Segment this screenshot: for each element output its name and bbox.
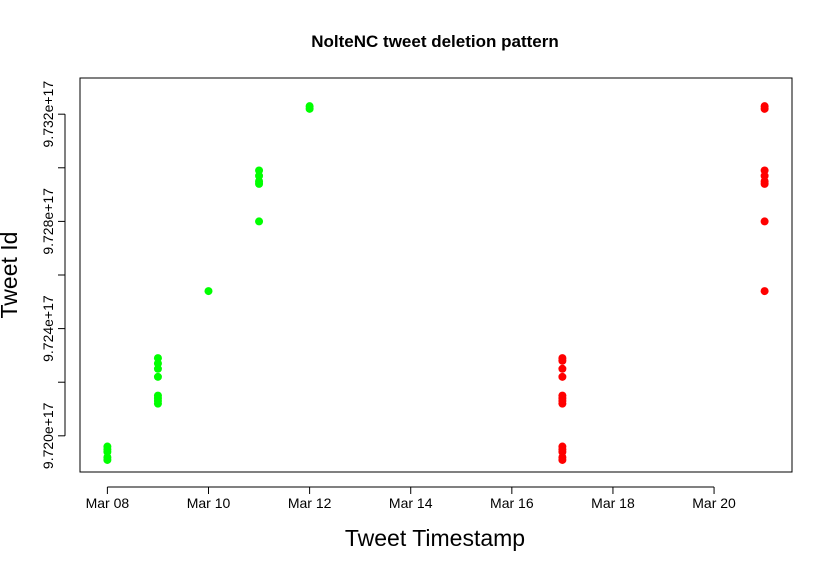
x-axis-title: Tweet Timestamp (345, 525, 525, 551)
chart-title: NolteNC tweet deletion pattern (311, 32, 558, 51)
x-tick-label: Mar 14 (389, 495, 433, 511)
data-point (153, 372, 162, 381)
data-point (760, 104, 769, 113)
series-2 (558, 102, 769, 464)
data-point (204, 287, 213, 296)
data-point (760, 217, 769, 226)
data-point (760, 287, 769, 296)
data-point (558, 356, 567, 365)
y-tick-label: 9.724e+17 (40, 295, 56, 362)
data-point (305, 104, 314, 113)
data-point (558, 399, 567, 408)
data-point (103, 455, 112, 464)
data-point (153, 399, 162, 408)
data-point (558, 455, 567, 464)
y-tick-label: 9.732e+17 (40, 81, 56, 148)
x-tick-label: Mar 18 (591, 495, 635, 511)
data-point (558, 364, 567, 373)
plot-frame (79, 77, 793, 473)
data-point (255, 179, 264, 188)
x-tick-label: Mar 16 (490, 495, 534, 511)
x-axis: Mar 08 Mar 10 Mar 12 Mar 14 Mar 16 Mar 18 Mar … (86, 486, 736, 511)
y-tick-label: 9.720e+17 (40, 402, 56, 469)
data-point (153, 364, 162, 373)
y-axis: 9.720e+17 9.724e+17 9.728e+17 9.732e+17 (40, 81, 66, 469)
x-tick-label: Mar 12 (288, 495, 332, 511)
data-point (760, 179, 769, 188)
data-point (255, 217, 264, 226)
x-tick-label: Mar 08 (86, 495, 130, 511)
x-tick-label: Mar 10 (187, 495, 231, 511)
plot-area (103, 102, 769, 464)
x-tick-label: Mar 20 (692, 495, 736, 511)
series-1 (103, 102, 314, 464)
y-axis-title: Tweet Id (0, 232, 22, 319)
y-tick-label: 9.728e+17 (40, 188, 56, 255)
data-point (558, 372, 567, 381)
